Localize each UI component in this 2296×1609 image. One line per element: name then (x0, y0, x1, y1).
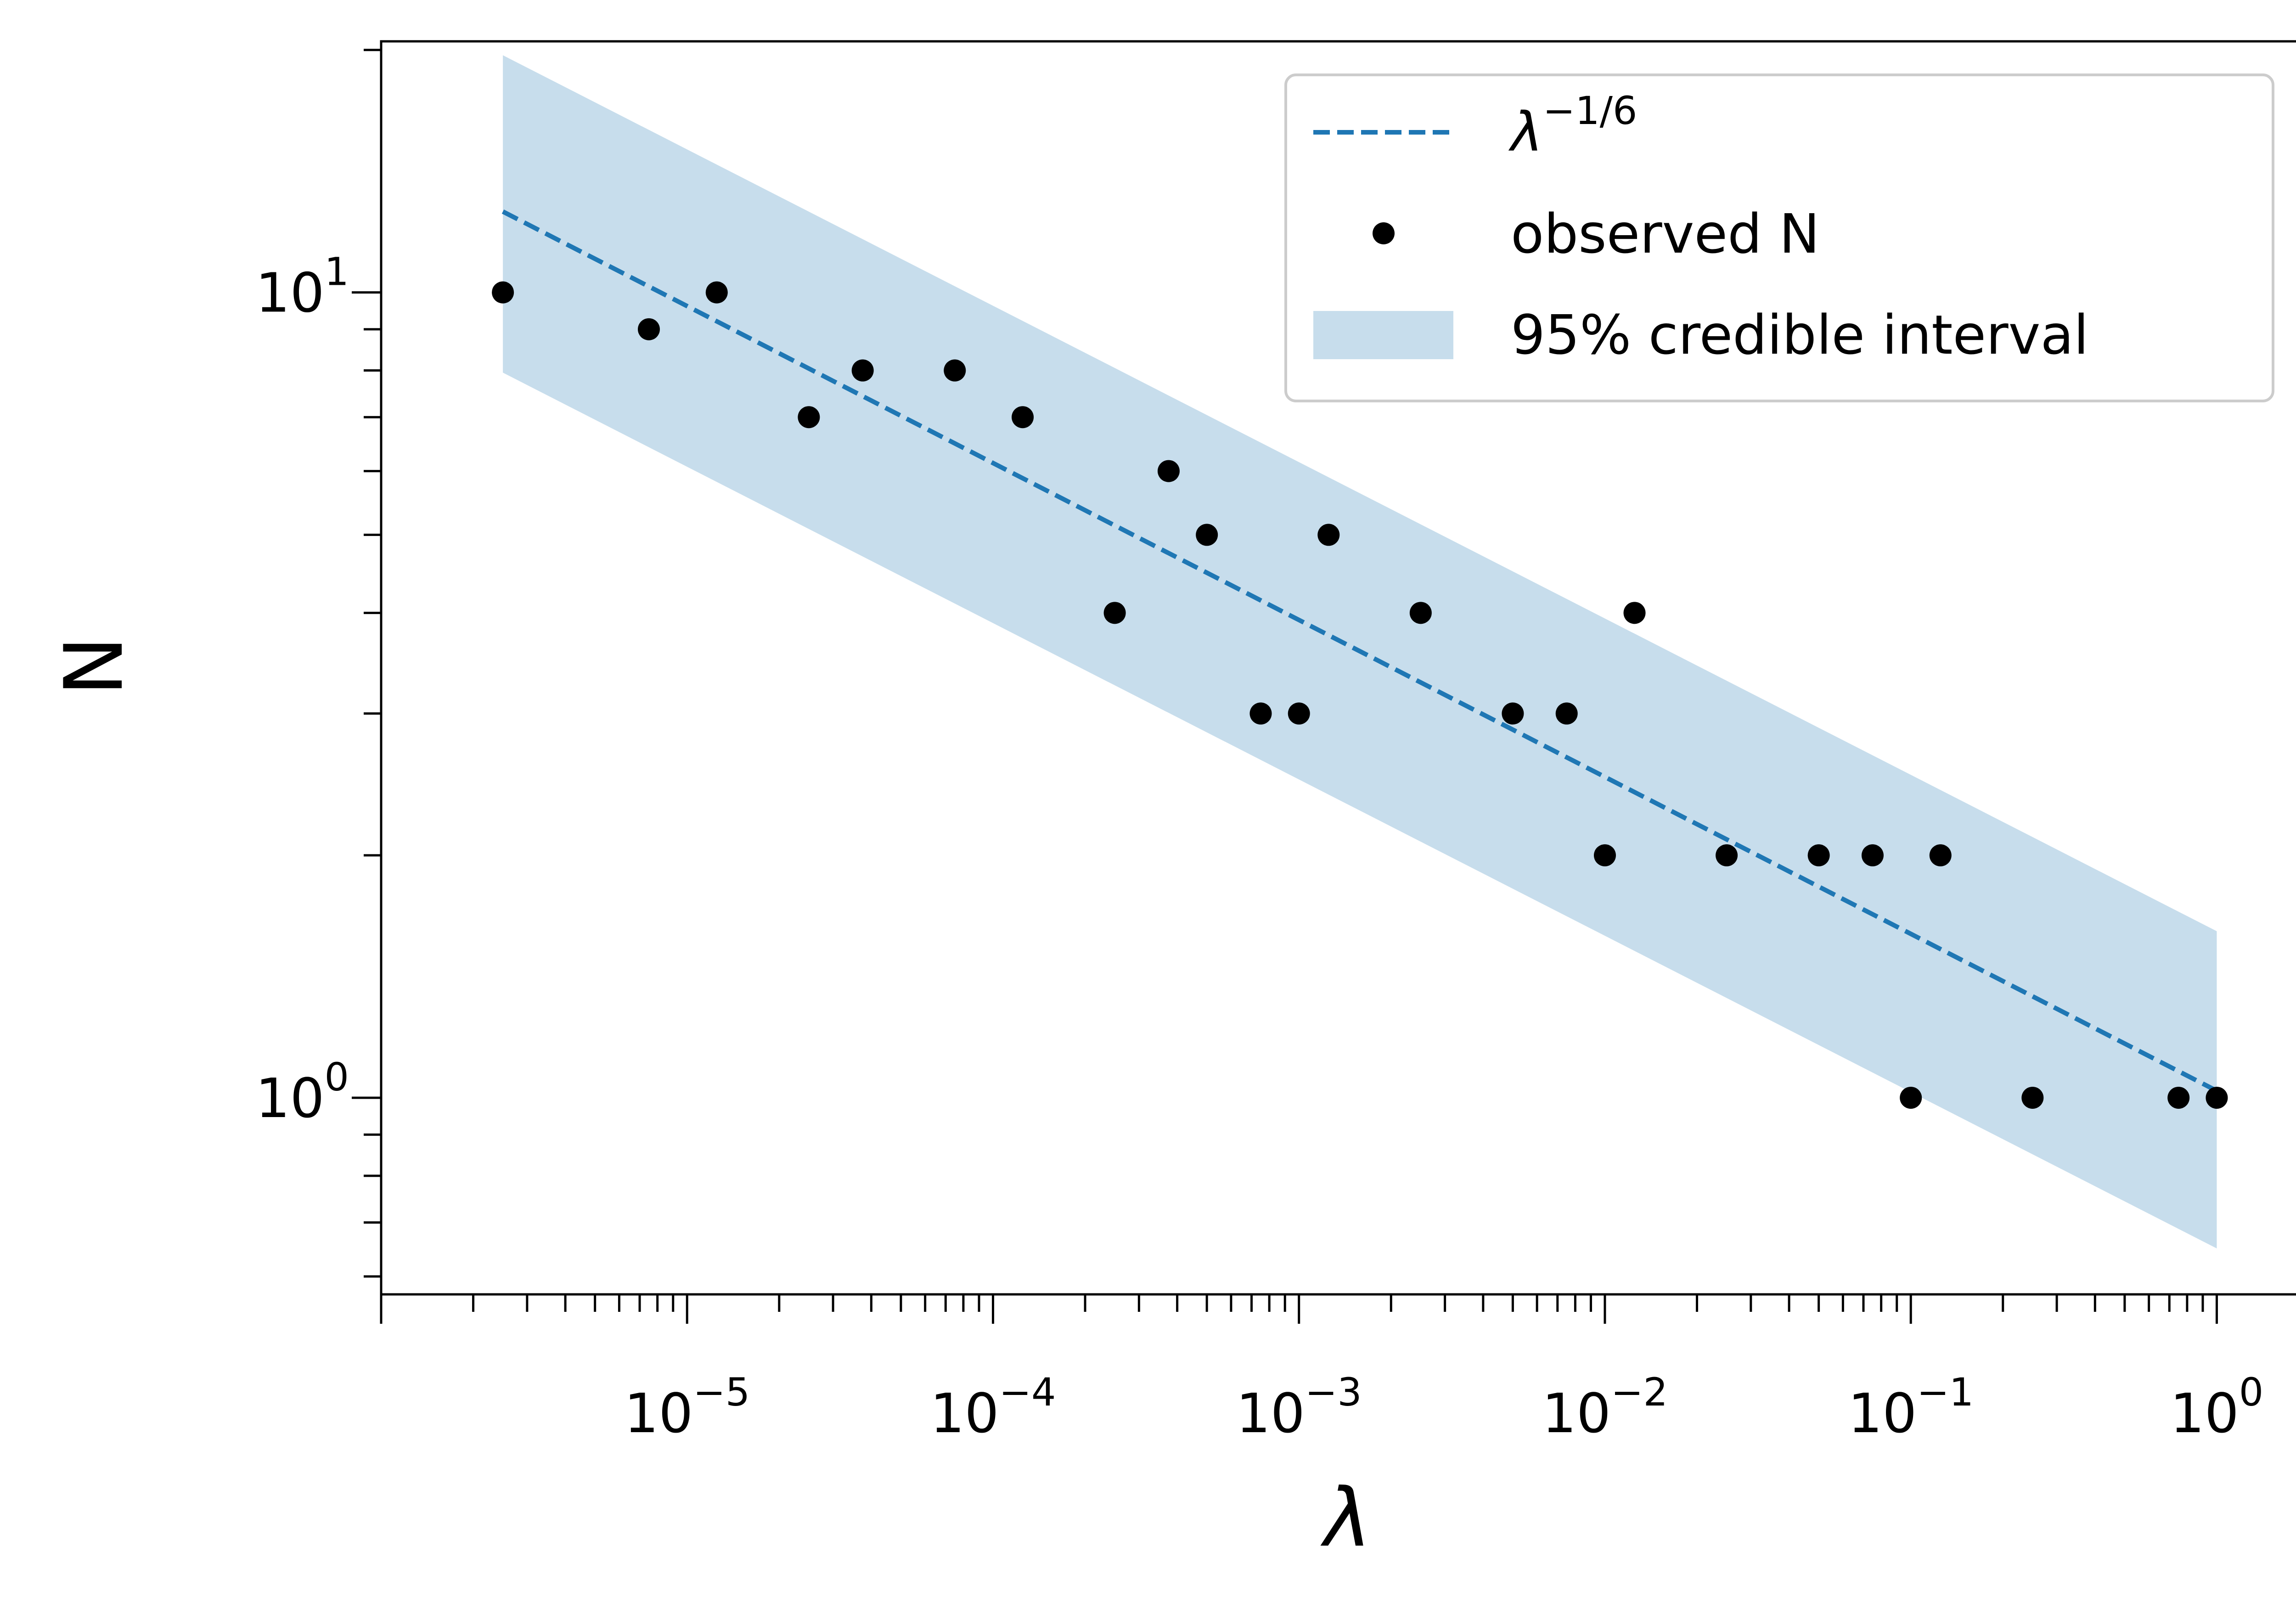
legend-box (1284, 73, 2274, 402)
x-axis-title: λ (1320, 1472, 1372, 1565)
axis-ticks-layer (352, 49, 2218, 1324)
observed-point (798, 406, 820, 429)
legend-trend-exponent: −1/6 (1543, 88, 1638, 133)
observed-point (1317, 524, 1340, 546)
legend-label-trend-line: λ−1/6 (1508, 88, 1637, 164)
observed-point (1502, 702, 1524, 725)
x-tick-label: 10−2 (1542, 1370, 1668, 1445)
legend-label-observed: observed N (1511, 202, 1820, 265)
observed-point (944, 359, 966, 382)
y-axis-title: N (48, 636, 141, 696)
legend-trend-base: λ (1508, 100, 1543, 164)
tick-label-base: 10 (624, 1382, 693, 1445)
observed-point (1249, 702, 1272, 725)
observed-point (1593, 844, 1616, 867)
x-tick-label: 10−1 (1848, 1370, 1974, 1445)
observed-point (2021, 1086, 2044, 1109)
legend-point-swatch (1373, 222, 1395, 244)
legend: λ−1/6 observed N 95% credible interval (1284, 73, 2274, 402)
tick-label-exponent: −1 (1917, 1370, 1974, 1415)
observed-point (1012, 406, 1034, 429)
observed-point (638, 318, 660, 340)
tick-label-exponent: 0 (325, 1055, 349, 1100)
observed-point (1409, 602, 1432, 624)
observed-point (2206, 1086, 2228, 1109)
observed-point (492, 281, 514, 304)
tick-label-exponent: −4 (999, 1370, 1056, 1415)
observed-point (851, 359, 874, 382)
tick-label-base: 10 (255, 1067, 324, 1130)
y-tick-label: 100 (255, 1055, 349, 1130)
tick-label-exponent: −5 (693, 1370, 750, 1415)
tick-label-base: 10 (1542, 1382, 1611, 1445)
tick-label-base: 10 (1236, 1382, 1305, 1445)
trend-line (501, 209, 2218, 1093)
observed-point (1900, 1086, 1922, 1109)
tick-label-exponent: 1 (325, 249, 349, 294)
tick-label-exponent: −3 (1305, 1370, 1362, 1415)
tick-label-base: 10 (2170, 1382, 2239, 1445)
observed-point (1103, 602, 1126, 624)
x-tick-label: 10−5 (624, 1370, 750, 1445)
plot-frame (380, 40, 2296, 1296)
tick-label-exponent: −2 (1611, 1370, 1668, 1415)
observed-point (1555, 702, 1578, 725)
tick-label-base: 10 (255, 261, 324, 325)
observed-point (705, 281, 728, 304)
x-tick-label: 100 (2170, 1370, 2264, 1445)
observed-point (1861, 844, 1884, 867)
observed-point (1288, 702, 1310, 725)
trend-line-layer (501, 209, 2218, 1093)
observed-point (1716, 844, 1738, 867)
x-tick-label: 10−3 (1236, 1370, 1362, 1445)
observed-point (2167, 1086, 2190, 1109)
legend-label-credible-interval: 95% credible interval (1511, 303, 2089, 367)
tick-label-base: 10 (1848, 1382, 1917, 1445)
tick-label-exponent: 0 (2239, 1370, 2263, 1415)
legend-band-swatch (1313, 311, 1453, 359)
observed-point (1929, 844, 1952, 867)
tick-label-base: 10 (930, 1382, 999, 1445)
x-tick-label: 10−4 (930, 1370, 1056, 1445)
observed-point (1157, 460, 1180, 482)
y-tick-label: 101 (255, 249, 349, 325)
observed-points-layer (492, 281, 2228, 1109)
observed-point (1807, 844, 1830, 867)
observed-point (1196, 524, 1218, 546)
observed-point (1623, 602, 1646, 624)
